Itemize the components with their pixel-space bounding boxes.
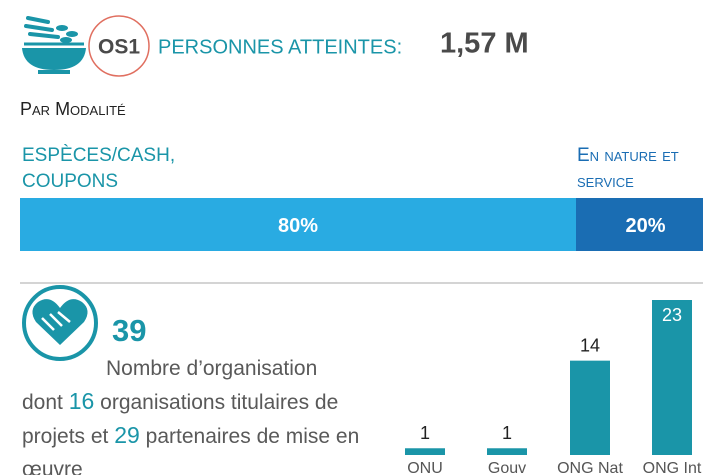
code: OS1	[98, 36, 140, 59]
header-value: 1,57 M	[440, 28, 529, 60]
value-label: 1	[502, 423, 512, 443]
header-label: PERSONNES ATTEINTES:	[158, 36, 402, 58]
holders: 16	[68, 388, 95, 414]
handshake-icon	[22, 285, 98, 361]
x-tick-label: ONU	[407, 460, 443, 475]
modality-label: En nature et service	[577, 145, 679, 192]
modality-label: ESPÈCES/CASH, COUPONS	[22, 145, 176, 192]
bar	[487, 448, 527, 455]
segment-label: 80%	[278, 215, 318, 237]
stacked-bar: 80% 20%	[20, 198, 703, 251]
segment	[20, 198, 576, 251]
org-text: Nombre d’organisation dont 16 organisati…	[22, 352, 392, 475]
segment-label: 20%	[625, 215, 665, 237]
segment	[576, 198, 703, 251]
x-tick-label: Gouv	[488, 460, 526, 475]
partners: 29	[114, 422, 140, 448]
bar	[405, 448, 445, 455]
org-count: 39	[112, 313, 146, 348]
x-tick-label: ONG Nat	[557, 460, 623, 475]
food-icon	[22, 16, 86, 74]
org-text-part: partenaires de mise en œuvre	[22, 425, 360, 475]
value-label: 1	[420, 423, 430, 443]
org-text-part: dont	[22, 391, 63, 414]
bar	[570, 360, 610, 455]
x-tick-label: ONG Int	[643, 460, 702, 475]
bar-chart: 1 ONU 1 Gouv 14 ONG Nat 23 ONG Int	[405, 300, 702, 475]
section-title: Par Modalité	[20, 99, 126, 119]
value-label: 23	[662, 305, 682, 325]
org-line: Nombre d’organisation	[106, 357, 318, 380]
code-circle	[88, 15, 150, 77]
org-text-part: organisations titulaires de projets et	[22, 391, 339, 448]
bar	[652, 300, 692, 455]
value-label: 14	[580, 335, 600, 355]
